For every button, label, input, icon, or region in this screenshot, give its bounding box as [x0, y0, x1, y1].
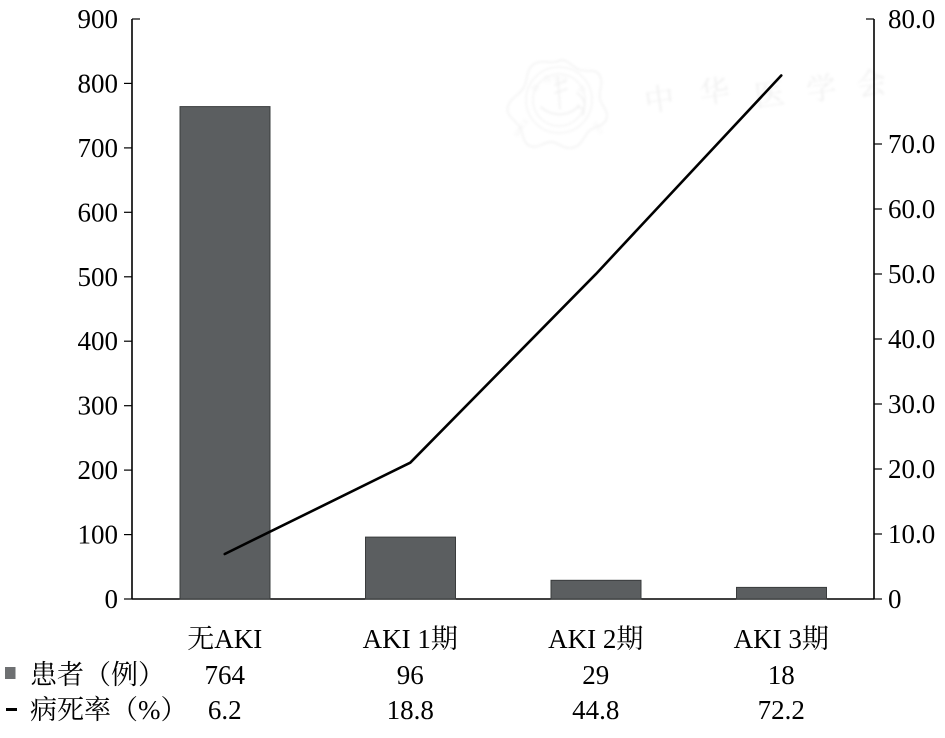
- svg-text:AKI 1期: AKI 1期: [363, 624, 458, 654]
- svg-text:30.0: 30.0: [888, 389, 935, 419]
- svg-text:29: 29: [582, 660, 609, 690]
- svg-text:50.0: 50.0: [888, 259, 935, 289]
- svg-text:0: 0: [105, 584, 119, 614]
- svg-text:600: 600: [78, 197, 119, 227]
- svg-text:18: 18: [768, 660, 795, 690]
- svg-text:病死率（%）: 病死率（%）: [30, 695, 188, 725]
- svg-text:10.0: 10.0: [888, 519, 935, 549]
- svg-text:72.2: 72.2: [758, 695, 805, 725]
- svg-text:患者（例）: 患者（例）: [30, 660, 165, 690]
- svg-text:AKI 3期: AKI 3期: [734, 624, 829, 654]
- svg-text:AKI 2期: AKI 2期: [548, 624, 643, 654]
- svg-text:40.0: 40.0: [888, 324, 935, 354]
- svg-text:中: 中: [642, 82, 676, 119]
- svg-text:500: 500: [78, 262, 119, 292]
- svg-text:60.0: 60.0: [888, 194, 935, 224]
- svg-text:20.0: 20.0: [888, 454, 935, 484]
- svg-text:100: 100: [78, 520, 119, 550]
- svg-text:96: 96: [397, 660, 424, 690]
- svg-text:70.0: 70.0: [888, 129, 935, 159]
- svg-text:900: 900: [78, 4, 119, 34]
- svg-text:700: 700: [78, 133, 119, 163]
- svg-text:80.0: 80.0: [888, 4, 935, 34]
- svg-text:学: 学: [804, 71, 838, 108]
- svg-text:200: 200: [78, 455, 119, 485]
- svg-text:无AKI: 无AKI: [187, 624, 262, 654]
- svg-text:医学分: 医学分: [544, 74, 568, 84]
- svg-text:800: 800: [78, 68, 119, 98]
- svg-text:0: 0: [888, 584, 902, 614]
- svg-text:SINCE: SINCE: [512, 117, 530, 138]
- svg-text:医: 医: [752, 77, 786, 114]
- svg-text:18.8: 18.8: [387, 695, 434, 725]
- svg-text:会: 会: [854, 66, 888, 103]
- svg-text:764: 764: [205, 660, 246, 690]
- svg-text:300: 300: [78, 391, 119, 421]
- svg-text:6.2: 6.2: [208, 695, 242, 725]
- svg-text:400: 400: [78, 326, 119, 356]
- svg-text:华: 华: [697, 74, 731, 111]
- svg-text:44.8: 44.8: [572, 695, 619, 725]
- svg-text:华: 华: [529, 82, 541, 95]
